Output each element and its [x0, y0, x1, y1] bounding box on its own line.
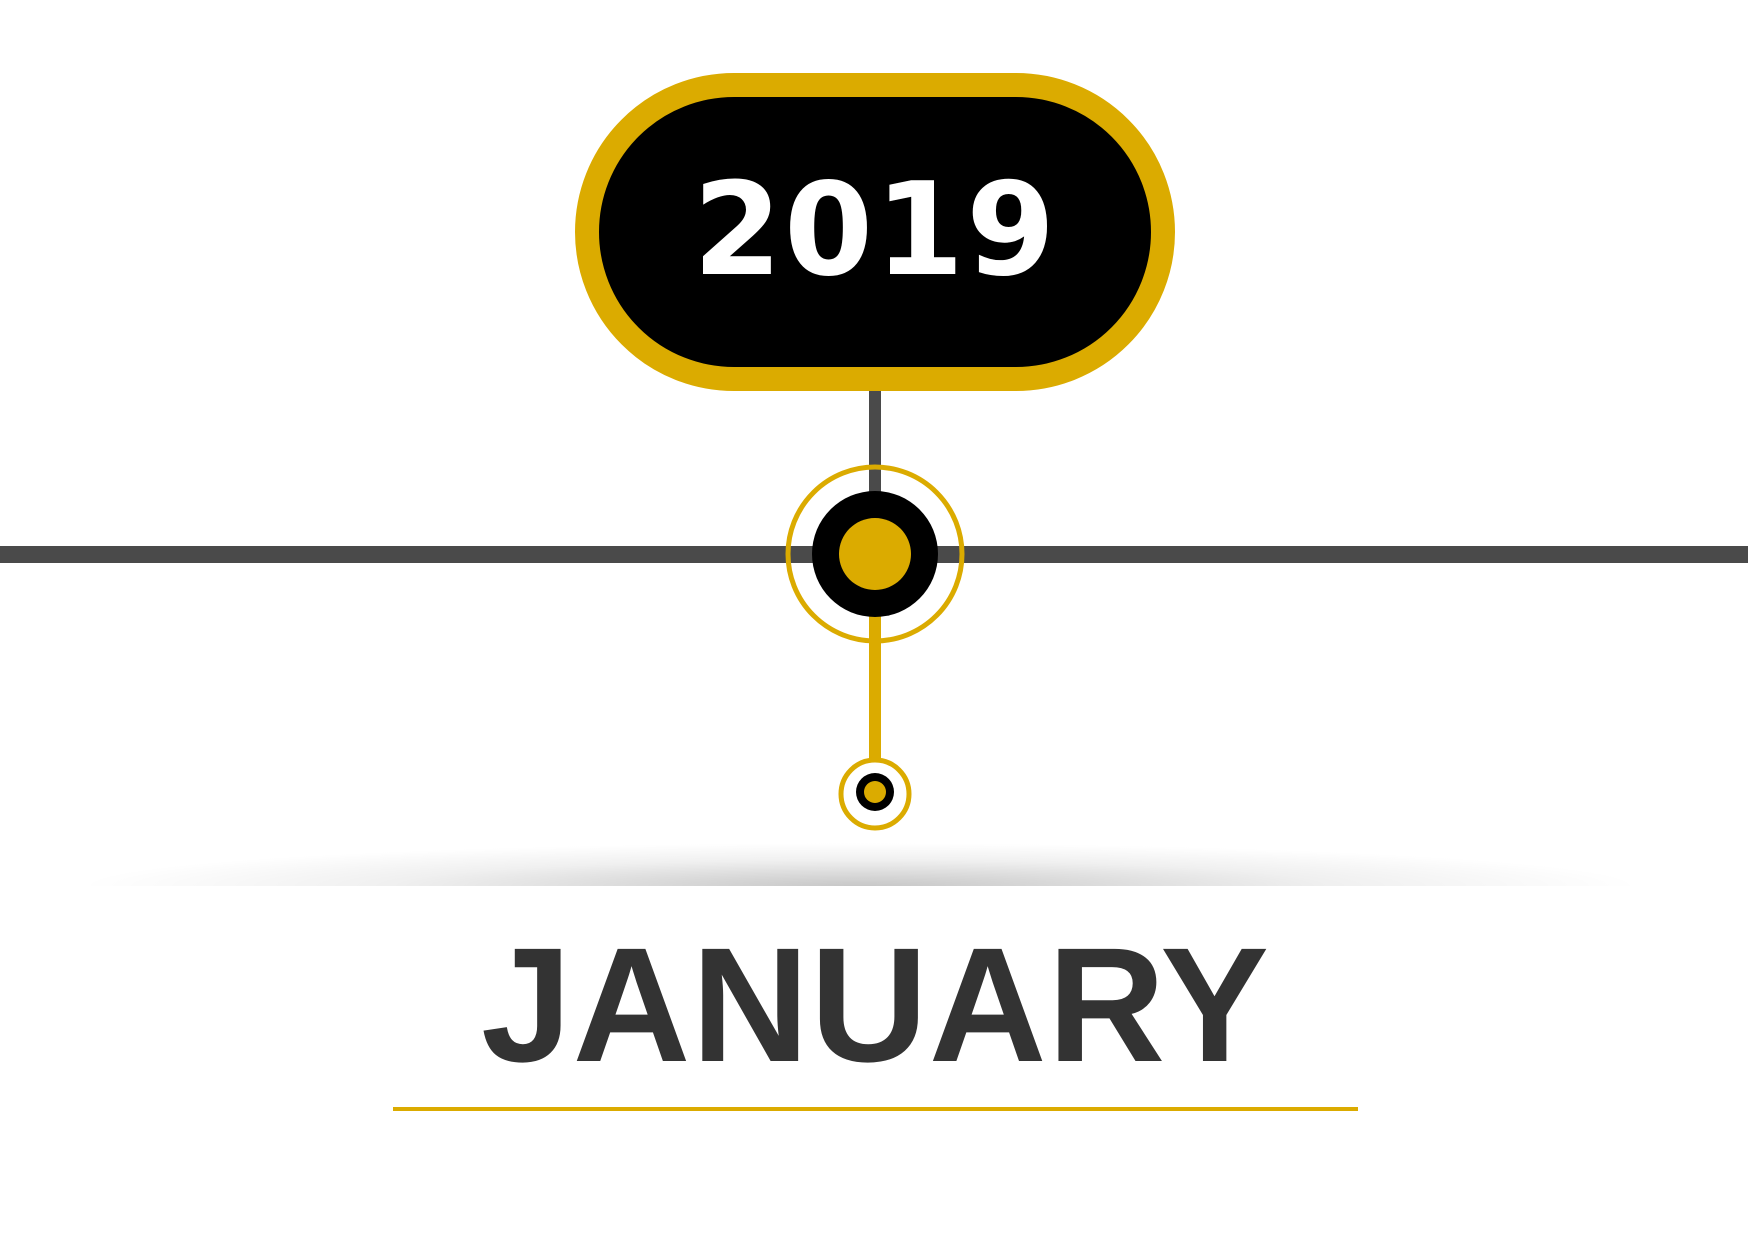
node-connector — [869, 604, 881, 774]
sub-node-core — [864, 781, 886, 803]
month-label: JANUARY — [481, 912, 1270, 1096]
main-node-core — [839, 518, 911, 590]
year-pill — [575, 73, 1175, 391]
pill-connector — [869, 388, 881, 496]
year-label: 2019 — [692, 156, 1058, 305]
month-underline — [393, 1107, 1358, 1111]
